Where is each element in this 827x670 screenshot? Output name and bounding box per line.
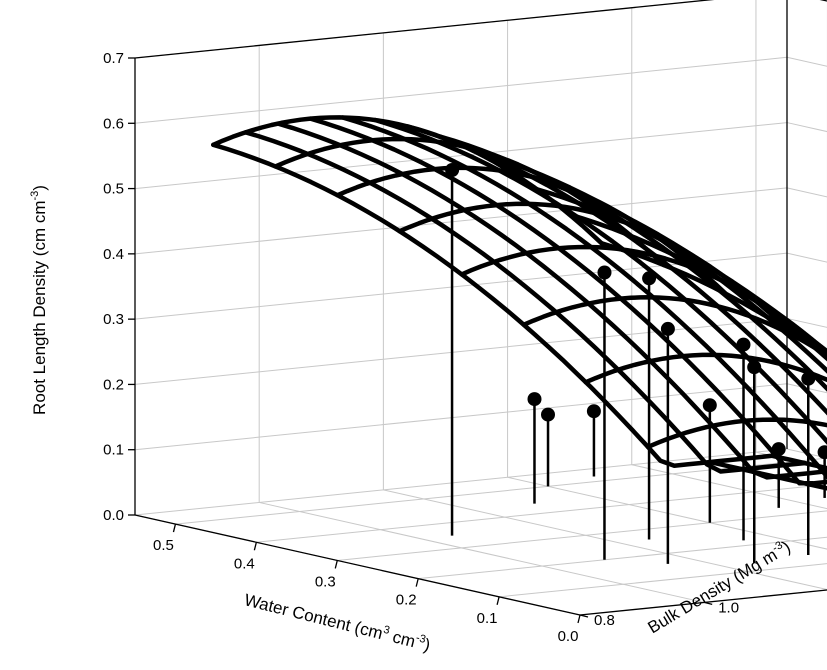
- gridline: [134, 187, 788, 255]
- gridline: [134, 0, 713, 59]
- y-tick: [579, 614, 589, 618]
- gridline: [134, 317, 788, 385]
- data-point: [642, 271, 657, 286]
- gridline: [631, 464, 827, 510]
- z-axis-title: Root Length Density (cm cm-3): [29, 185, 49, 415]
- mesh-line-water: [340, 115, 827, 480]
- data-point: [541, 407, 555, 422]
- data-point: [660, 321, 675, 336]
- mesh-line-density: [707, 459, 827, 491]
- z-tick-label: 0.0: [103, 507, 124, 524]
- x-tick-label: 0.5: [153, 537, 174, 554]
- z-tick-label: 0.6: [103, 115, 124, 132]
- x-tick-label: 0.4: [234, 555, 255, 572]
- gridline: [507, 476, 827, 550]
- axis-line: [579, 589, 827, 616]
- x-tick: [172, 523, 177, 533]
- mesh-line-water: [211, 142, 775, 468]
- z-tick-label: 0.3: [103, 311, 124, 328]
- x-tick: [253, 542, 257, 551]
- mesh-line-density: [211, 115, 604, 246]
- x-tick-label: 0.0: [558, 628, 579, 645]
- gridline: [134, 122, 788, 190]
- mesh-line-density: [583, 352, 827, 385]
- mesh-line-density: [397, 201, 791, 332]
- axis-line: [134, 514, 581, 616]
- x-tick: [415, 578, 419, 587]
- data-point: [747, 360, 762, 375]
- gridline: [820, 0, 827, 2]
- x-tick: [334, 560, 338, 569]
- y-axis-title: Bulk Density (Mg m-3): [644, 536, 794, 637]
- data-point: [736, 337, 751, 352]
- data-point: [702, 398, 717, 413]
- data-point: [801, 371, 816, 386]
- data-points: [445, 163, 827, 460]
- y-tick-label: 1.0: [718, 599, 739, 616]
- z-tick-label: 0.1: [103, 442, 124, 459]
- gridline: [786, 56, 827, 67]
- gridline: [337, 510, 827, 561]
- gridline: [786, 122, 827, 133]
- data-point: [817, 445, 827, 460]
- mesh-line-water: [405, 124, 827, 416]
- data-point: [445, 163, 460, 177]
- data-point: [597, 265, 612, 280]
- x-tick-label: 0.2: [396, 592, 417, 609]
- gridline: [259, 501, 705, 603]
- z-tick-label: 0.2: [103, 376, 124, 393]
- y-tick-label: 0.8: [594, 612, 615, 629]
- axis-line: [819, 0, 827, 2]
- z-tick-label: 0.7: [103, 50, 124, 67]
- y-tick: [704, 601, 713, 606]
- data-point: [527, 392, 542, 407]
- z-tick-label: 0.5: [103, 181, 124, 198]
- gridline: [786, 187, 827, 198]
- x-tick: [577, 614, 581, 624]
- gridline: [134, 56, 788, 124]
- mesh-line-density: [459, 244, 827, 355]
- gridline: [134, 448, 788, 516]
- mesh-line-water: [599, 241, 827, 359]
- mesh-line-density: [521, 295, 827, 359]
- tick-labels: 0.0 0.1 0.2 0.3 0.4 0.5 0.6 0.7 0.5 0.4 0.3 0.2 0.1 0…: [103, 50, 739, 645]
- gridline: [134, 383, 788, 451]
- x-tick-label: 0.3: [315, 573, 336, 590]
- data-point: [586, 404, 601, 419]
- x-tick-label: 0.1: [477, 610, 498, 627]
- fitted-surface-mesh: [211, 115, 827, 491]
- gridline: [383, 489, 827, 591]
- gridline: [418, 536, 827, 580]
- mesh-line-density: [645, 417, 827, 450]
- mesh-line-density: [273, 136, 666, 268]
- data-point: [771, 442, 786, 457]
- gridline: [256, 484, 827, 543]
- z-tick-label: 0.4: [103, 246, 124, 263]
- mesh-line-water: [243, 130, 807, 474]
- x-tick: [496, 596, 500, 605]
- gridline: [499, 563, 827, 598]
- axis-line: [134, 0, 715, 59]
